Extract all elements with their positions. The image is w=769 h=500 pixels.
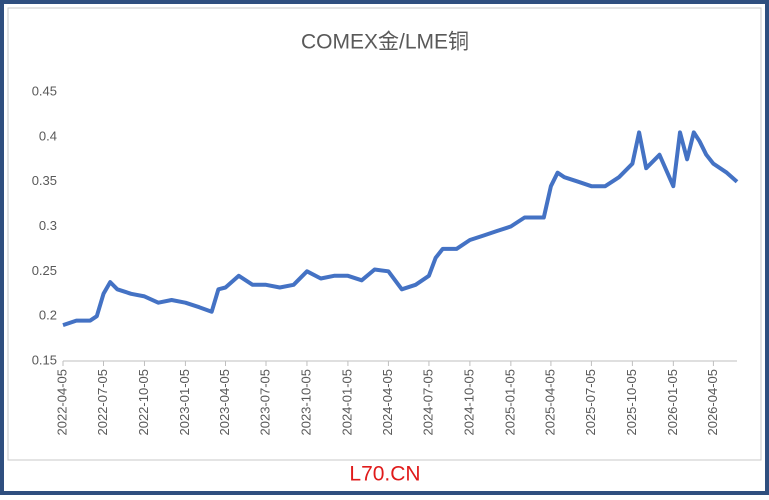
y-tick-label: 0.15 bbox=[32, 352, 57, 367]
x-tick-label: 2023-04-05 bbox=[217, 369, 232, 436]
x-tick-label: 2024-01-05 bbox=[339, 369, 354, 436]
y-tick-label: 0.2 bbox=[39, 308, 57, 323]
x-tick-label: 2023-01-05 bbox=[177, 369, 192, 436]
x-tick-label: 2022-04-05 bbox=[54, 369, 69, 436]
y-tick-label: 0.35 bbox=[32, 173, 57, 188]
x-tick-label: 2026-01-05 bbox=[665, 369, 680, 436]
x-tick-label: 2025-10-05 bbox=[624, 369, 639, 436]
watermark: L70.CN bbox=[349, 463, 420, 486]
y-tick-label: 0.4 bbox=[39, 128, 57, 143]
x-tick-label: 2024-04-05 bbox=[380, 369, 395, 436]
y-tick-label: 0.45 bbox=[32, 83, 57, 98]
x-tick-label: 2025-07-05 bbox=[583, 369, 598, 436]
y-tick-label: 0.3 bbox=[39, 218, 57, 233]
x-tick-label: 2023-10-05 bbox=[298, 369, 313, 436]
x-tick-label: 2024-10-05 bbox=[461, 369, 476, 436]
x-tick-label: 2022-10-05 bbox=[136, 369, 151, 436]
y-tick-label: 0.25 bbox=[32, 263, 57, 278]
x-tick-label: 2022-07-05 bbox=[95, 369, 110, 436]
x-tick-label: 2026-04-05 bbox=[705, 369, 720, 436]
x-tick-label: 2023-07-05 bbox=[257, 369, 272, 436]
chart-area bbox=[7, 7, 762, 461]
x-tick-label: 2025-01-05 bbox=[502, 369, 517, 436]
chart-title: COMEX金/LME铜 bbox=[301, 31, 469, 54]
x-tick-label: 2024-07-05 bbox=[420, 369, 435, 436]
data-line bbox=[62, 130, 739, 327]
x-tick-label: 2025-04-05 bbox=[542, 369, 557, 436]
